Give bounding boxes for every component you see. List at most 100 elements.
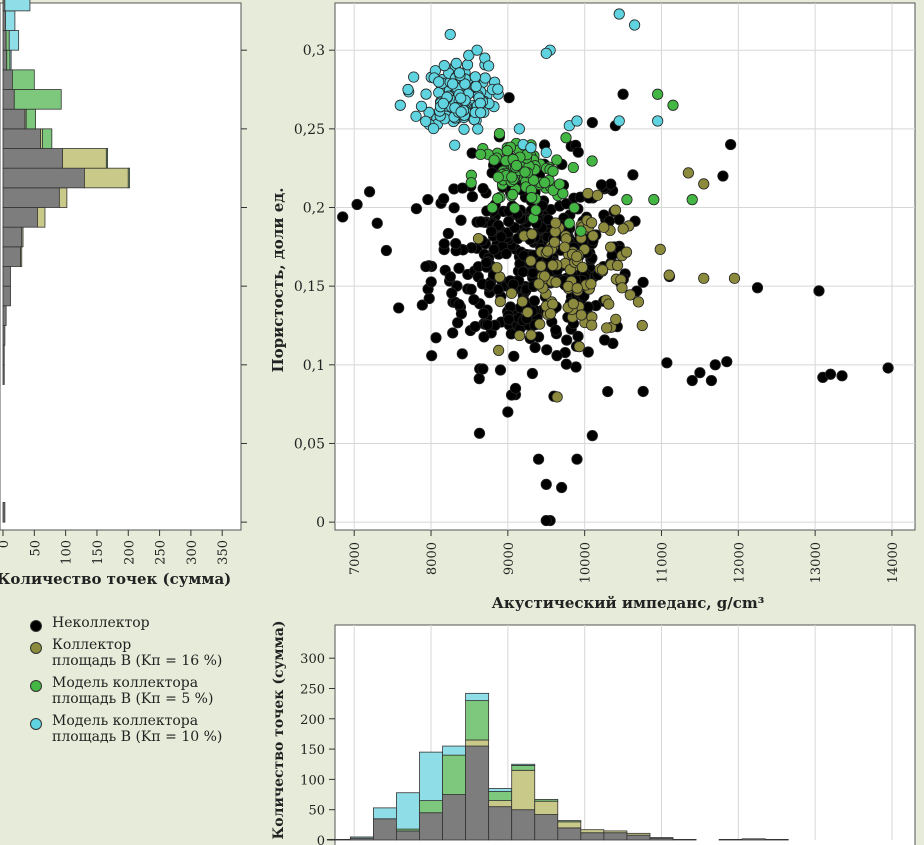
scatter-point: [698, 178, 710, 190]
legend-marker-olive: [30, 642, 42, 654]
scatter-point: [636, 319, 648, 332]
scatter-point: [586, 116, 598, 129]
scatter-ylabel: Пористость, доли ед.: [269, 188, 287, 373]
scatter-point: [481, 319, 494, 331]
bottom-histogram-bar: [442, 745, 466, 756]
scatter-point: [667, 99, 679, 111]
scatter-point: [494, 295, 506, 308]
scatter-point: [468, 294, 480, 306]
left-histogram-bar: [8, 30, 20, 51]
bottom-histogram-ticks: 0 50 100 150 200 250 300: [300, 652, 335, 845]
bottom-histogram-bar: [465, 700, 490, 741]
scatter-point: [532, 453, 545, 465]
scatter-point: [586, 430, 598, 442]
bottom-histogram-bar: [419, 800, 443, 814]
legend-marker-green: [30, 680, 42, 692]
scatter-point: [519, 166, 531, 178]
scatter-point: [541, 344, 553, 356]
scatter-point: [465, 177, 477, 189]
scatter-point: [450, 238, 462, 250]
bottom-histogram-bar: [534, 800, 559, 815]
scatter-point: [463, 49, 475, 61]
scatter-point: [549, 217, 562, 229]
bottom-histogram-bar: [396, 830, 420, 841]
scatter-point: [393, 302, 405, 314]
scatter-point: [425, 276, 437, 288]
scatter-point: [493, 127, 506, 140]
scatter-point: [493, 344, 505, 357]
scatter-point: [557, 187, 569, 200]
scatter-point: [648, 194, 660, 206]
scatter-point: [453, 262, 465, 274]
scatter-point: [470, 80, 482, 93]
bottom-histogram-bar: [557, 827, 582, 841]
scatter-point: [561, 334, 573, 346]
left-histogram-bar: [2, 325, 6, 346]
scatter-point: [576, 261, 589, 273]
scatter-point: [573, 341, 585, 353]
left-histogram-bar: [37, 207, 46, 228]
scatter-point: [616, 282, 628, 294]
left-histogram-xtick-label: 50: [28, 540, 43, 557]
scatter-point: [568, 202, 580, 214]
scatter-point: [586, 155, 598, 167]
bottom-histogram-panel: 0 50 100 150 200 250 300 Количество точек (сум…: [271, 621, 916, 845]
scatter-point: [602, 385, 614, 398]
left-histogram-bar: [58, 187, 68, 208]
scatter-point: [529, 341, 541, 354]
scatter-point: [447, 327, 459, 339]
bottom-histogram-bar: [557, 821, 582, 829]
scatter-series-2: [465, 88, 698, 237]
scatter-point: [461, 59, 474, 71]
scatter-point: [438, 238, 450, 250]
bottom-histogram-bars: [326, 692, 789, 841]
scatter-point: [444, 271, 456, 283]
bottom-histogram-bar: [672, 838, 697, 841]
bottom-histogram-ytick-label: 100: [300, 773, 325, 788]
scatter-point: [528, 174, 540, 186]
scatter-point: [494, 364, 507, 376]
scatter-point: [485, 225, 498, 237]
left-histogram-bar: [2, 69, 13, 90]
left-histogram-bar: [42, 128, 53, 149]
scatter-xtick-label: 12000: [732, 542, 747, 583]
scatter-point: [475, 216, 487, 228]
scatter-point: [571, 282, 583, 294]
bottom-histogram-bar: [488, 806, 513, 841]
scatter-point: [601, 322, 613, 334]
scatter-point: [613, 115, 625, 127]
scatter-point: [483, 60, 495, 72]
scatter-point: [598, 221, 610, 233]
scatter-point: [509, 382, 522, 395]
scatter-xtick-label: 11000: [655, 542, 670, 583]
scatter-point: [442, 227, 454, 240]
scatter-point: [450, 57, 462, 69]
scatter-point: [682, 167, 694, 179]
scatter-point: [455, 214, 467, 226]
left-histogram-xtick-label: 0: [0, 540, 12, 548]
left-histogram-bar: [2, 128, 41, 149]
scatter-point: [408, 71, 420, 83]
left-histogram-bar: [2, 285, 11, 307]
scatter-point: [517, 266, 529, 278]
legend-item-non-collector: Неколлектор: [30, 615, 222, 632]
scatter-point: [629, 19, 641, 31]
scatter-point: [567, 298, 579, 310]
bottom-histogram-bar: [349, 836, 374, 839]
bottom-histogram-bar: [465, 692, 490, 702]
scatter-point: [474, 148, 487, 161]
scatter-point: [627, 169, 639, 181]
scatter-point: [617, 88, 629, 100]
scatter-point: [480, 256, 493, 269]
scatter-xtick-label: 13000: [809, 542, 824, 583]
legend-marker-cyan: [30, 718, 42, 730]
scatter-point: [472, 123, 484, 135]
scatter-point: [694, 367, 706, 379]
scatter-point: [610, 313, 622, 325]
scatter-point: [371, 217, 383, 229]
left-histogram-xtick-label: 100: [60, 540, 75, 565]
scatter-points: [337, 8, 894, 527]
scatter-ytick-label: 0,05: [294, 436, 325, 452]
bottom-histogram-bar: [603, 830, 628, 834]
scatter-point: [472, 232, 485, 245]
